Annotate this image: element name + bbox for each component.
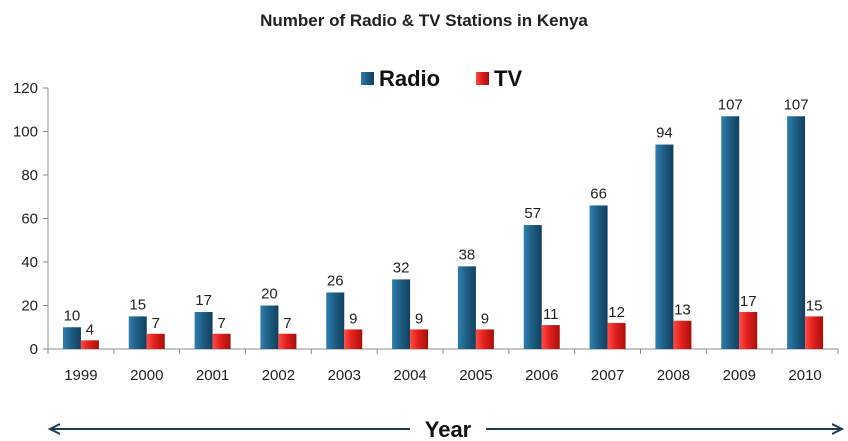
bar-tv-2010 <box>805 316 824 349</box>
data-label-radio: 66 <box>590 185 607 202</box>
bar-tv-2001 <box>212 333 231 349</box>
data-label-tv: 7 <box>152 315 160 332</box>
data-label-tv: 15 <box>806 297 823 314</box>
data-label-tv: 12 <box>608 304 625 321</box>
x-tick-label: 2003 <box>328 367 361 384</box>
bar-tv-2006 <box>541 325 560 349</box>
data-label-tv: 9 <box>415 310 423 327</box>
bar-radio-2005 <box>457 266 476 349</box>
data-label-tv: 17 <box>740 293 757 310</box>
bar-tv-2002 <box>278 333 297 349</box>
legend-swatch-tv <box>476 72 489 85</box>
bar-tv-2004 <box>410 329 429 349</box>
bar-radio-2007 <box>589 205 608 349</box>
data-label-tv: 7 <box>217 315 225 332</box>
y-tick-label: 80 <box>21 167 38 184</box>
x-axis: 1999 2000 2001 2002 2003 2004 2005 2006 2007 2008… <box>47 348 839 384</box>
x-tick-label: 2006 <box>525 367 558 384</box>
bar-radio-2000 <box>128 316 147 349</box>
y-tick-label: 60 <box>21 211 38 228</box>
bar-radio-2001 <box>194 312 213 349</box>
y-tick-label: 40 <box>21 254 38 271</box>
bar-radio-2004 <box>392 279 411 349</box>
bar-radio-2002 <box>260 305 279 349</box>
legend-label-tv: TV <box>494 66 522 91</box>
bar-tv-1999 <box>80 340 99 349</box>
data-label-radio: 17 <box>195 292 212 309</box>
bar-radio-2009 <box>721 116 740 350</box>
data-labels: 10 15 17 20 26 32 38 57 66 94 107 107 4 7 7 7 9 9 9 11 12 13 1… <box>64 96 823 338</box>
data-label-tv: 9 <box>349 310 357 327</box>
bar-radio-2003 <box>326 292 345 349</box>
data-label-tv: 7 <box>283 315 291 332</box>
x-tick-label: 2000 <box>130 367 163 384</box>
bar-tv-2005 <box>475 329 494 349</box>
data-label-radio: 38 <box>459 246 476 263</box>
bar-radio-1999 <box>62 327 81 349</box>
x-tick-label: 2004 <box>393 367 426 384</box>
data-label-radio: 57 <box>524 205 541 222</box>
data-label-radio: 20 <box>261 286 278 303</box>
bar-radio-2006 <box>523 225 542 349</box>
x-tick-label: 2001 <box>196 367 229 384</box>
y-tick-label: 20 <box>21 298 38 315</box>
data-label-tv: 4 <box>86 321 94 338</box>
bar-tv-2009 <box>739 312 758 349</box>
data-label-tv: 13 <box>674 302 691 319</box>
x-tick-label: 2002 <box>262 367 295 384</box>
y-tick-label: 120 <box>13 80 38 97</box>
bars <box>62 116 824 350</box>
data-label-radio: 10 <box>64 307 81 324</box>
x-axis-title: Year <box>425 417 472 441</box>
legend-label-radio: Radio <box>379 66 440 91</box>
y-tick-label: 100 <box>13 124 38 141</box>
x-tick-label: 2005 <box>459 367 492 384</box>
data-label-radio: 32 <box>393 259 410 276</box>
data-label-tv: 9 <box>481 310 489 327</box>
chart-title: Number of Radio & TV Stations in Kenya <box>260 11 588 30</box>
y-axis: 0 20 40 60 80 100 120 <box>13 80 49 358</box>
bar-tv-2008 <box>673 320 692 349</box>
data-label-radio: 15 <box>129 296 146 313</box>
bar-tv-2007 <box>607 322 626 349</box>
x-tick-label: 2009 <box>723 367 756 384</box>
data-label-radio: 26 <box>327 272 344 289</box>
bar-radio-2008 <box>655 144 674 349</box>
y-tick-label: 0 <box>30 341 38 358</box>
bar-radio-2010 <box>787 116 806 350</box>
data-label-radio: 107 <box>718 96 743 113</box>
x-tick-label: 2007 <box>591 367 624 384</box>
bar-tv-2000 <box>146 333 165 349</box>
bar-tv-2003 <box>344 329 363 349</box>
data-label-radio: 107 <box>784 96 809 113</box>
x-tick-label: 2010 <box>788 367 821 384</box>
data-label-radio: 94 <box>656 125 673 142</box>
x-tick-label: 1999 <box>64 367 97 384</box>
legend-swatch-radio <box>361 72 374 85</box>
legend: Radio TV <box>361 66 522 91</box>
x-tick-label: 2008 <box>657 367 690 384</box>
data-label-tv: 11 <box>543 306 559 323</box>
